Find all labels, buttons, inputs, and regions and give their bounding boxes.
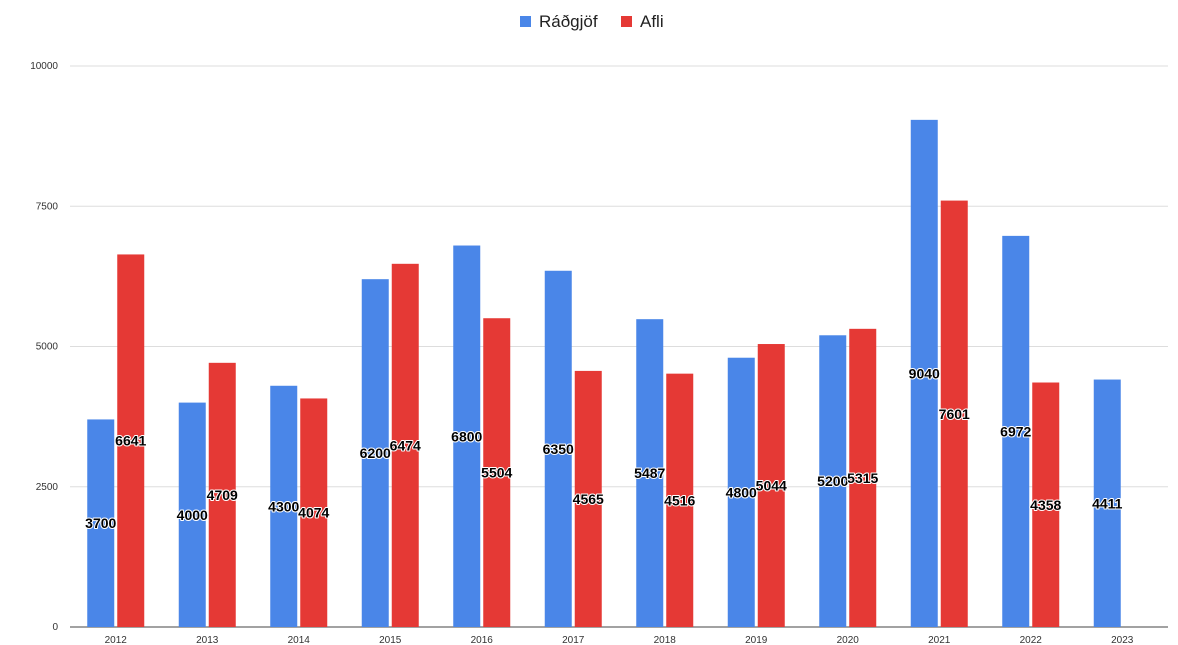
bar-radgjof-2014: [270, 385, 298, 627]
bar-afli-2012: [117, 254, 145, 628]
data-label-afli-2017: 4565: [573, 491, 604, 507]
data-label-afli-2016: 5504: [481, 465, 512, 481]
data-label-radgjof-2018: 5487: [634, 465, 665, 481]
data-label-radgjof-2013: 4000: [177, 507, 208, 523]
x-tick-label: 2014: [288, 635, 311, 645]
data-label-afli-2012: 6641: [115, 433, 146, 449]
bar-radgjof-2020: [819, 335, 847, 627]
data-label-afli-2021: 7601: [939, 406, 970, 422]
x-tick-label: 2019: [745, 635, 768, 645]
data-label-radgjof-2022: 6972: [1000, 423, 1031, 439]
bar-afli-2015: [391, 263, 419, 627]
bar-radgjof-2023: [1093, 379, 1121, 627]
bar-afli-2017: [574, 370, 602, 627]
data-label-radgjof-2019: 4800: [726, 484, 757, 500]
y-tick-label: 2500: [36, 482, 59, 493]
x-tick-label: 2015: [379, 635, 402, 645]
data-label-afli-2015: 6474: [390, 437, 421, 453]
data-label-radgjof-2015: 6200: [360, 445, 391, 461]
data-label-radgjof-2014: 4300: [268, 498, 299, 514]
x-tick-label: 2012: [105, 635, 128, 645]
bar-afli-2016: [483, 318, 511, 627]
bar-afli-2021: [940, 200, 968, 627]
data-label-afli-2014: 4074: [298, 505, 329, 521]
legend: Ráðgjöf Afli: [520, 12, 664, 31]
bar-radgjof-2013: [178, 402, 206, 627]
data-label-afli-2018: 4516: [664, 492, 695, 508]
bar-afli-2022: [1032, 382, 1060, 627]
y-tick-label: 5000: [36, 342, 59, 353]
bar-radgjof-2021: [910, 119, 938, 627]
x-tick-label: 2016: [471, 635, 494, 645]
x-tick-label: 2023: [1111, 635, 1134, 645]
x-tick-label: 2013: [196, 635, 219, 645]
bar-afli-2018: [666, 373, 694, 627]
legend-label-afli: Afli: [640, 12, 664, 31]
bar-radgjof-2016: [453, 245, 481, 627]
data-label-afli-2013: 4709: [207, 487, 238, 503]
legend-swatch-afli: [621, 16, 632, 27]
bar-afli-2014: [300, 398, 328, 627]
y-axis: 0 2500 5000 7500 10000: [30, 61, 58, 633]
legend-label-radgjof: Ráðgjöf: [539, 12, 598, 31]
legend-swatch-radgjof: [520, 16, 531, 27]
x-tick-label: 2022: [1020, 635, 1043, 645]
data-label-radgjof-2012: 3700: [85, 515, 116, 531]
bars: [87, 119, 1121, 628]
bar-radgjof-2012: [87, 419, 115, 627]
bar-radgjof-2018: [636, 319, 664, 627]
x-tick-label: 2021: [928, 635, 951, 645]
y-tick-label: 10000: [30, 61, 58, 72]
data-label-radgjof-2023: 4411: [1092, 495, 1123, 511]
x-tick-label: 2020: [837, 635, 860, 645]
bar-radgjof-2015: [361, 279, 389, 627]
y-tick-label: 0: [52, 622, 58, 633]
bar-afli-2020: [849, 328, 877, 627]
bar-radgjof-2017: [544, 270, 572, 627]
bar-afli-2019: [757, 344, 785, 627]
data-label-afli-2019: 5044: [756, 478, 787, 494]
data-label-radgjof-2021: 9040: [909, 365, 940, 381]
bar-radgjof-2019: [727, 357, 755, 627]
x-tick-label: 2018: [654, 635, 677, 645]
x-tick-label: 2017: [562, 635, 585, 645]
data-label-radgjof-2020: 5200: [817, 473, 848, 489]
data-label-afli-2022: 4358: [1030, 497, 1061, 513]
gridlines: [70, 65, 1168, 628]
y-tick-label: 7500: [36, 201, 59, 212]
data-label-afli-2020: 5315: [847, 470, 878, 486]
data-label-radgjof-2017: 6350: [543, 441, 574, 457]
bar-radgjof-2022: [1002, 235, 1030, 628]
bar-afli-2013: [208, 362, 236, 627]
data-label-radgjof-2016: 6800: [451, 428, 482, 444]
x-axis: 2012 2013 2014 2015 2016 2017 2018 2019 2020 2021…: [105, 635, 1134, 645]
